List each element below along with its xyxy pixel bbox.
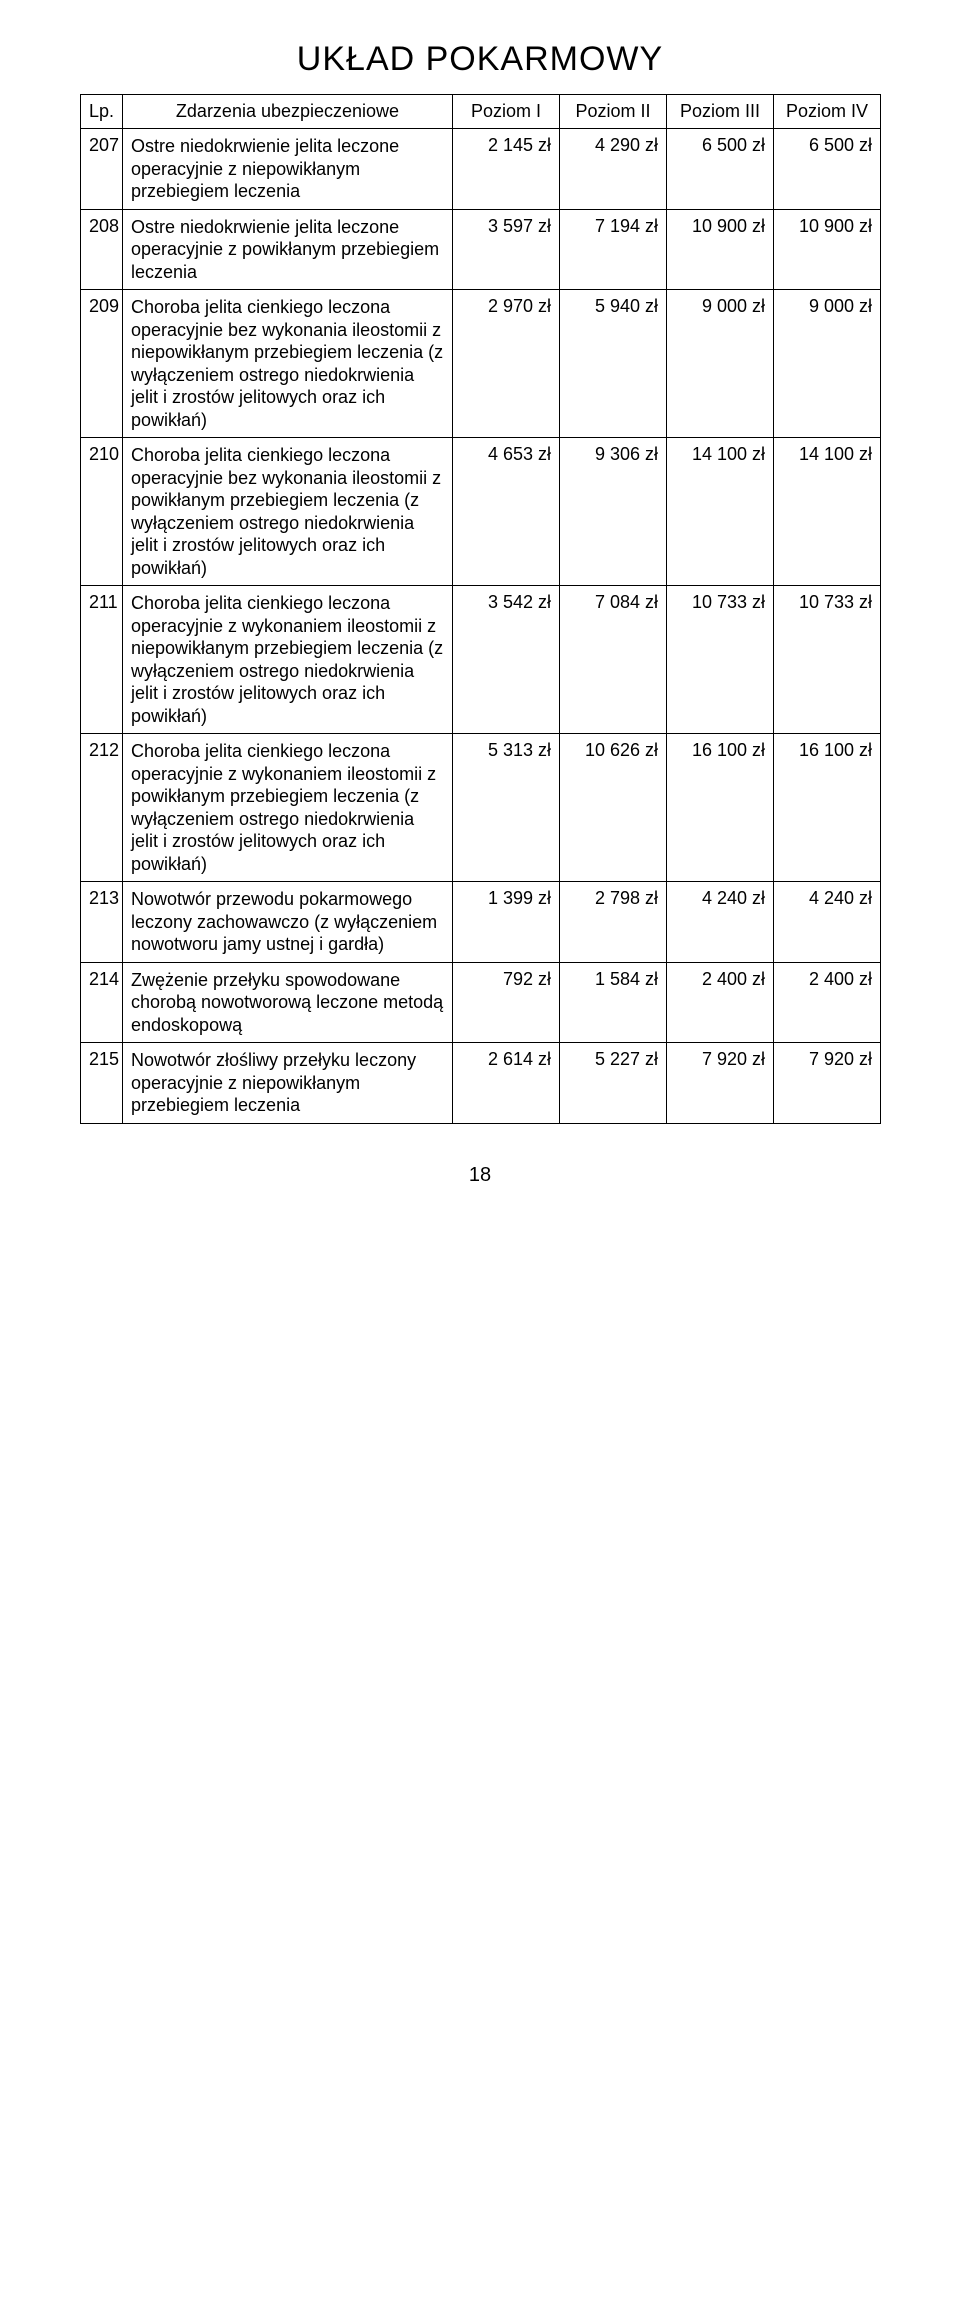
page-container: UKŁAD POKARMOWY Lp. Zdarzenia ubezpiecze…: [0, 0, 960, 1247]
cell-l1: 792 zł: [453, 962, 560, 1043]
cell-lp: 208: [81, 209, 123, 290]
page-number: 18: [80, 1164, 880, 1187]
cell-l1: 4 653 zł: [453, 438, 560, 586]
cell-desc: Choroba jelita cienkiego leczona operacy…: [123, 586, 453, 734]
cell-lp: 215: [81, 1043, 123, 1124]
cell-l2: 2 798 zł: [560, 882, 667, 963]
cell-desc: Zwężenie przełyku spowodowane chorobą no…: [123, 962, 453, 1043]
table-header-row: Lp. Zdarzenia ubezpieczeniowe Poziom I P…: [81, 95, 881, 129]
cell-l3: 7 920 zł: [667, 1043, 774, 1124]
table-row: 211 Choroba jelita cienkiego leczona ope…: [81, 586, 881, 734]
cell-l3: 10 733 zł: [667, 586, 774, 734]
cell-l4: 14 100 zł: [774, 438, 881, 586]
table-row: 213 Nowotwór przewodu pokarmowego leczon…: [81, 882, 881, 963]
cell-lp: 209: [81, 290, 123, 438]
table-row: 208 Ostre niedokrwienie jelita leczone o…: [81, 209, 881, 290]
cell-l2: 4 290 zł: [560, 129, 667, 210]
cell-l2: 10 626 zł: [560, 734, 667, 882]
cell-l3: 4 240 zł: [667, 882, 774, 963]
cell-l1: 2 614 zł: [453, 1043, 560, 1124]
cell-l2: 9 306 zł: [560, 438, 667, 586]
cell-l3: 6 500 zł: [667, 129, 774, 210]
cell-lp: 213: [81, 882, 123, 963]
table-row: 215 Nowotwór złośliwy przełyku leczony o…: [81, 1043, 881, 1124]
cell-l4: 2 400 zł: [774, 962, 881, 1043]
table-row: 214 Zwężenie przełyku spowodowane chorob…: [81, 962, 881, 1043]
cell-l1: 3 542 zł: [453, 586, 560, 734]
cell-l4: 4 240 zł: [774, 882, 881, 963]
section-title: UKŁAD POKARMOWY: [80, 40, 880, 79]
cell-l2: 5 940 zł: [560, 290, 667, 438]
cell-desc: Nowotwór złośliwy przełyku leczony opera…: [123, 1043, 453, 1124]
benefits-table: Lp. Zdarzenia ubezpieczeniowe Poziom I P…: [80, 94, 881, 1124]
cell-l4: 16 100 zł: [774, 734, 881, 882]
col-level-1: Poziom I: [453, 95, 560, 129]
cell-l2: 1 584 zł: [560, 962, 667, 1043]
cell-l2: 5 227 zł: [560, 1043, 667, 1124]
cell-l3: 10 900 zł: [667, 209, 774, 290]
col-level-2: Poziom II: [560, 95, 667, 129]
table-row: 210 Choroba jelita cienkiego leczona ope…: [81, 438, 881, 586]
table-row: 212 Choroba jelita cienkiego leczona ope…: [81, 734, 881, 882]
cell-l4: 7 920 zł: [774, 1043, 881, 1124]
table-row: 207 Ostre niedokrwienie jelita leczone o…: [81, 129, 881, 210]
cell-l1: 2 145 zł: [453, 129, 560, 210]
cell-lp: 211: [81, 586, 123, 734]
cell-desc: Ostre niedokrwienie jelita leczone opera…: [123, 129, 453, 210]
cell-l1: 5 313 zł: [453, 734, 560, 882]
cell-l2: 7 194 zł: [560, 209, 667, 290]
cell-l1: 1 399 zł: [453, 882, 560, 963]
cell-lp: 210: [81, 438, 123, 586]
cell-l3: 14 100 zł: [667, 438, 774, 586]
cell-l1: 2 970 zł: [453, 290, 560, 438]
cell-l1: 3 597 zł: [453, 209, 560, 290]
col-level-4: Poziom IV: [774, 95, 881, 129]
cell-lp: 214: [81, 962, 123, 1043]
cell-l4: 10 733 zł: [774, 586, 881, 734]
cell-l3: 9 000 zł: [667, 290, 774, 438]
cell-desc: Choroba jelita cienkiego leczona operacy…: [123, 290, 453, 438]
cell-l4: 9 000 zł: [774, 290, 881, 438]
cell-l3: 2 400 zł: [667, 962, 774, 1043]
cell-desc: Choroba jelita cienkiego leczona operacy…: [123, 438, 453, 586]
cell-desc: Nowotwór przewodu pokarmowego leczony za…: [123, 882, 453, 963]
cell-lp: 212: [81, 734, 123, 882]
cell-l4: 10 900 zł: [774, 209, 881, 290]
cell-desc: Choroba jelita cienkiego leczona operacy…: [123, 734, 453, 882]
col-level-3: Poziom III: [667, 95, 774, 129]
cell-l4: 6 500 zł: [774, 129, 881, 210]
table-row: 209 Choroba jelita cienkiego leczona ope…: [81, 290, 881, 438]
cell-l3: 16 100 zł: [667, 734, 774, 882]
col-desc: Zdarzenia ubezpieczeniowe: [123, 95, 453, 129]
col-lp: Lp.: [81, 95, 123, 129]
cell-desc: Ostre niedokrwienie jelita leczone opera…: [123, 209, 453, 290]
cell-lp: 207: [81, 129, 123, 210]
cell-l2: 7 084 zł: [560, 586, 667, 734]
